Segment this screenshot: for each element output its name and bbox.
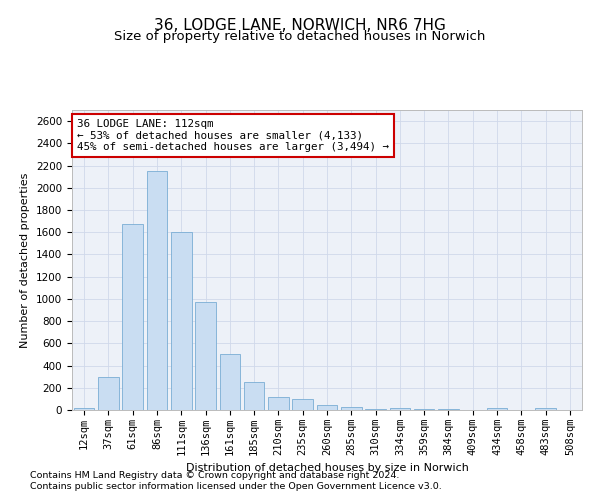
Bar [317, 405, 337, 410]
Bar [341, 407, 362, 410]
Bar [535, 408, 556, 410]
Text: 36, LODGE LANE, NORWICH, NR6 7HG: 36, LODGE LANE, NORWICH, NR6 7HG [154, 18, 446, 32]
X-axis label: Distribution of detached houses by size in Norwich: Distribution of detached houses by size … [185, 464, 469, 473]
Bar [268, 396, 289, 410]
Bar [438, 408, 459, 410]
Bar [292, 399, 313, 410]
Bar [146, 171, 167, 410]
Bar [98, 376, 119, 410]
Y-axis label: Number of detached properties: Number of detached properties [20, 172, 31, 348]
Bar [244, 382, 265, 410]
Text: Contains public sector information licensed under the Open Government Licence v3: Contains public sector information licen… [30, 482, 442, 491]
Text: Size of property relative to detached houses in Norwich: Size of property relative to detached ho… [115, 30, 485, 43]
Bar [220, 354, 240, 410]
Bar [487, 408, 508, 410]
Bar [171, 232, 191, 410]
Bar [365, 408, 386, 410]
Bar [195, 302, 216, 410]
Bar [389, 408, 410, 410]
Text: Contains HM Land Registry data © Crown copyright and database right 2024.: Contains HM Land Registry data © Crown c… [30, 471, 400, 480]
Bar [74, 408, 94, 410]
Bar [122, 224, 143, 410]
Text: 36 LODGE LANE: 112sqm
← 53% of detached houses are smaller (4,133)
45% of semi-d: 36 LODGE LANE: 112sqm ← 53% of detached … [77, 119, 389, 152]
